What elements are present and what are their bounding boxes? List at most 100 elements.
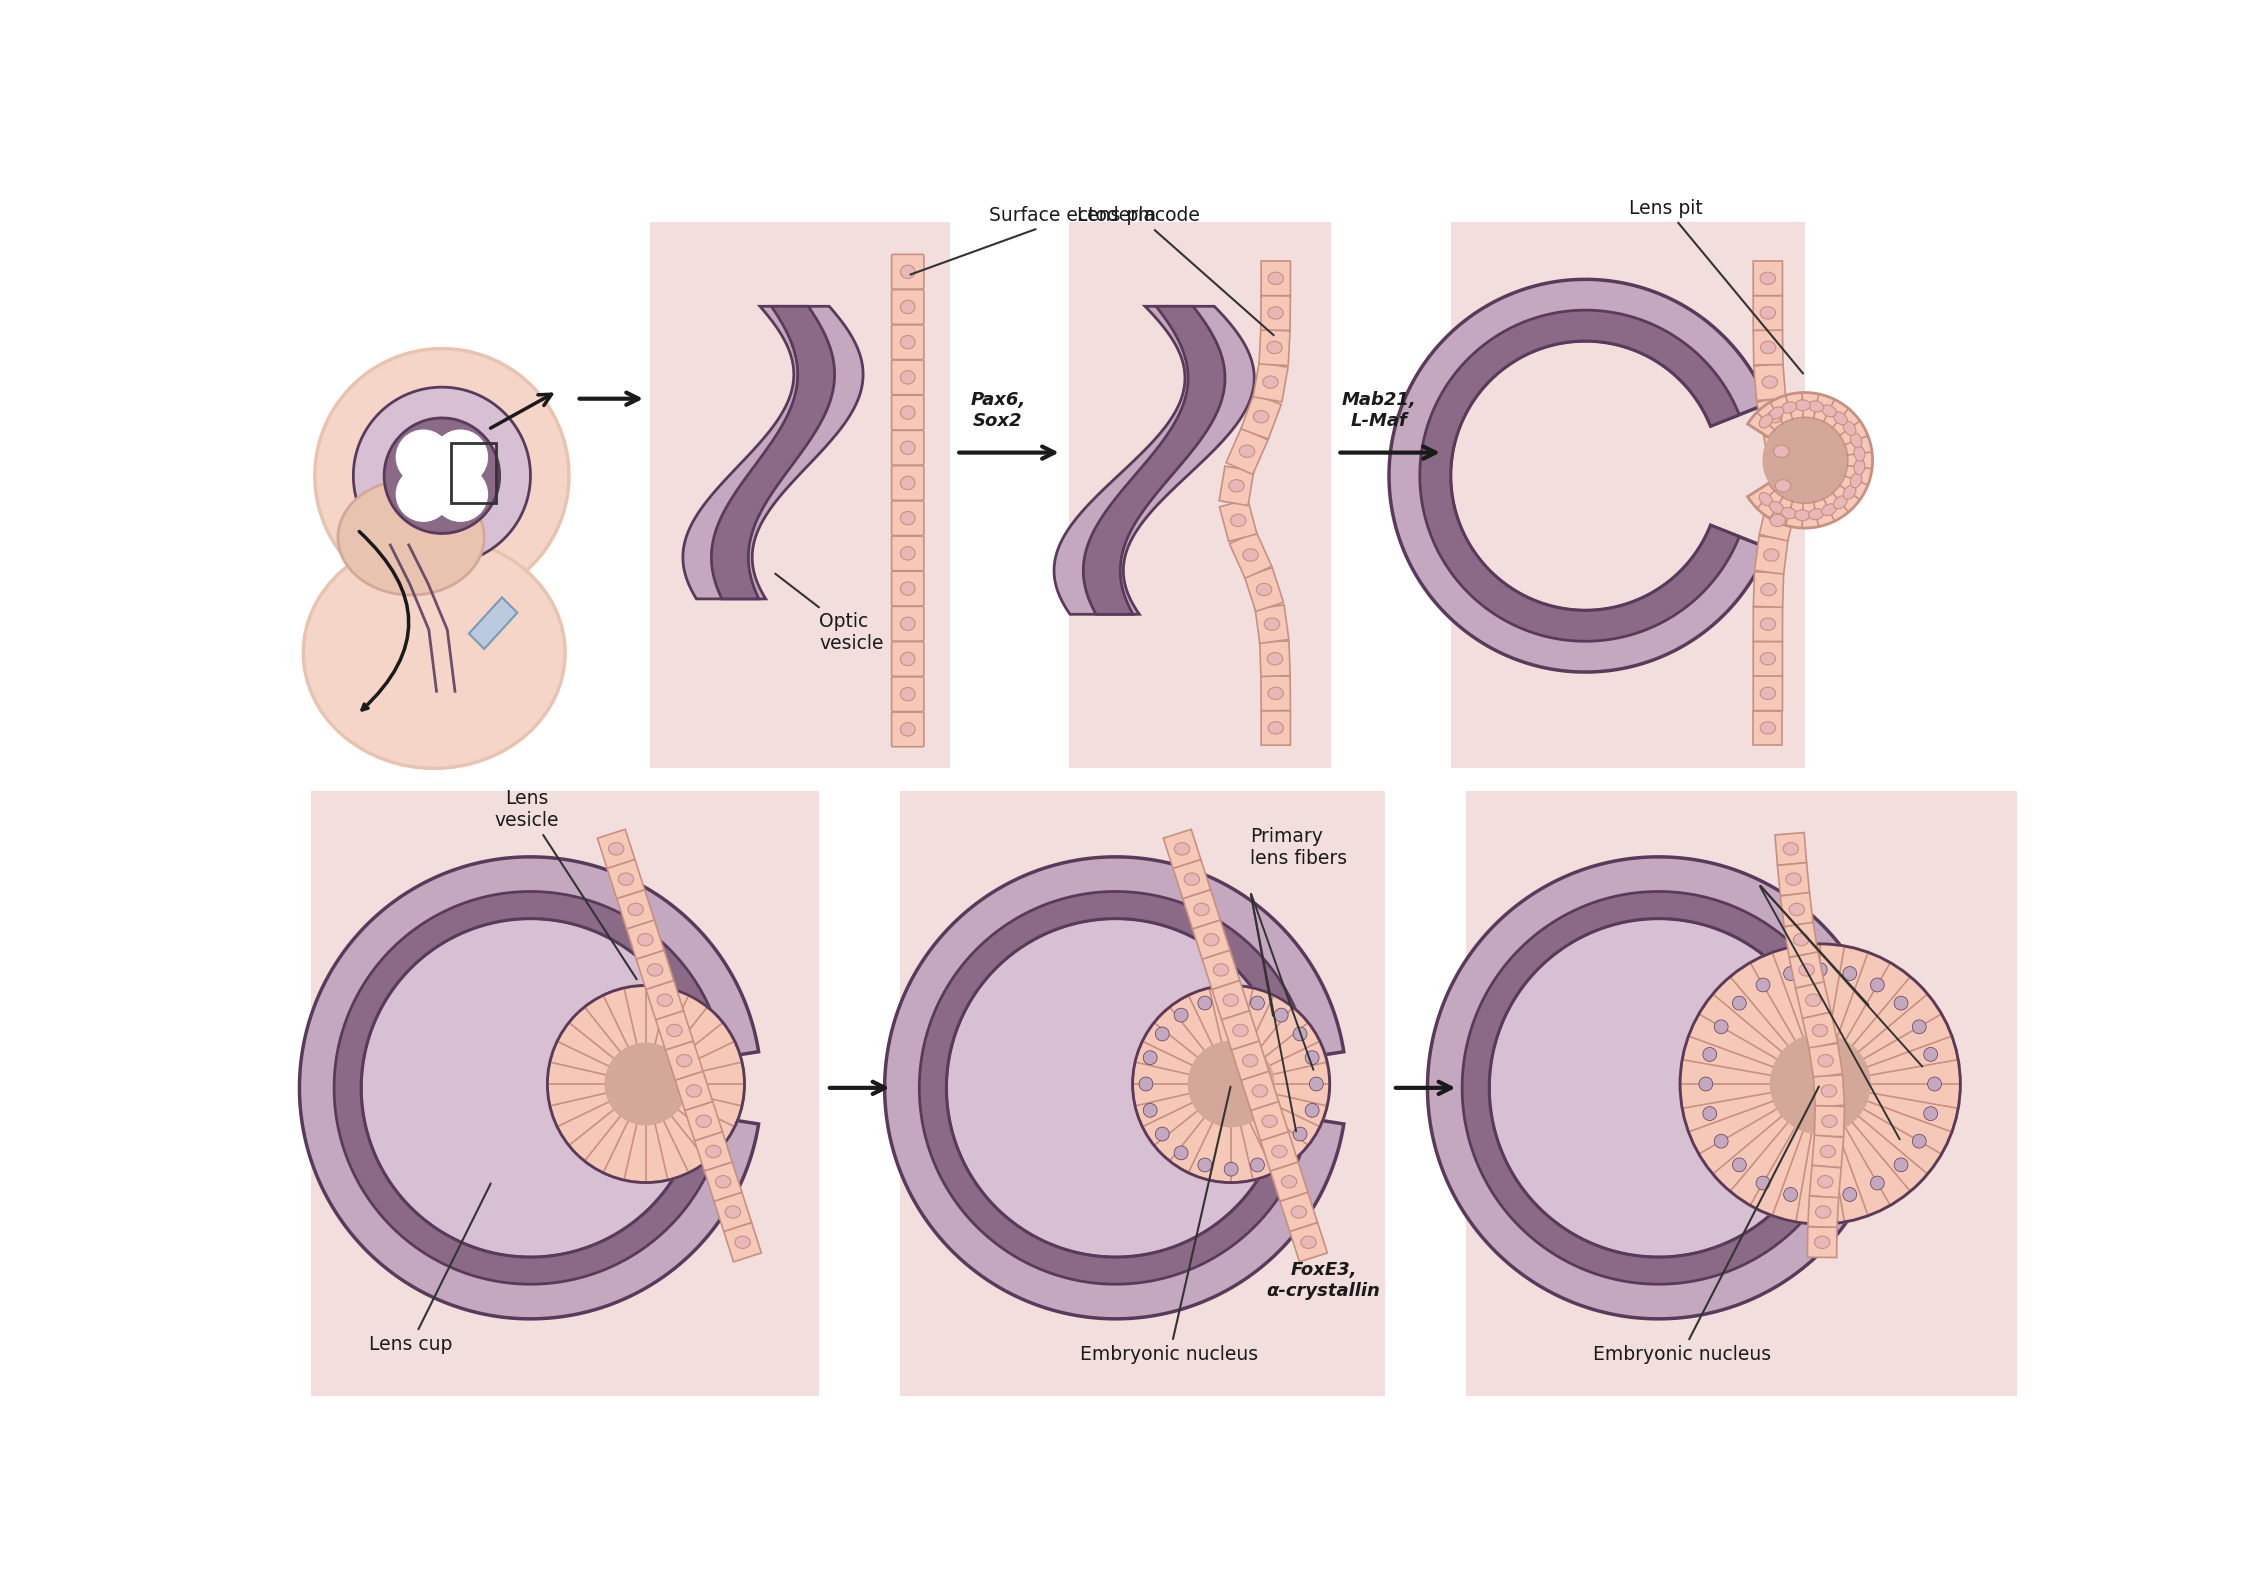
Circle shape bbox=[1188, 1040, 1274, 1127]
Polygon shape bbox=[675, 1072, 714, 1110]
Circle shape bbox=[1703, 1048, 1716, 1062]
Ellipse shape bbox=[1822, 504, 1836, 515]
Polygon shape bbox=[300, 857, 759, 1318]
Polygon shape bbox=[1231, 1041, 1269, 1080]
Circle shape bbox=[1843, 1188, 1856, 1202]
Circle shape bbox=[1894, 1158, 1908, 1172]
Polygon shape bbox=[1809, 1043, 1843, 1078]
Circle shape bbox=[1134, 986, 1330, 1183]
Ellipse shape bbox=[1784, 843, 1797, 855]
Polygon shape bbox=[1192, 921, 1231, 959]
Circle shape bbox=[1174, 1146, 1188, 1159]
Polygon shape bbox=[1788, 952, 1824, 987]
Ellipse shape bbox=[1262, 1115, 1278, 1127]
Polygon shape bbox=[1752, 607, 1782, 641]
Ellipse shape bbox=[1761, 722, 1775, 735]
Ellipse shape bbox=[628, 903, 644, 916]
FancyBboxPatch shape bbox=[892, 359, 924, 394]
Circle shape bbox=[1174, 1008, 1188, 1022]
Ellipse shape bbox=[1822, 405, 1836, 417]
Polygon shape bbox=[1219, 499, 1258, 542]
Polygon shape bbox=[352, 386, 531, 564]
Ellipse shape bbox=[657, 994, 673, 1006]
Polygon shape bbox=[946, 919, 1283, 1258]
Ellipse shape bbox=[1228, 480, 1244, 491]
Ellipse shape bbox=[1793, 933, 1809, 946]
Ellipse shape bbox=[339, 480, 483, 595]
Ellipse shape bbox=[1267, 652, 1283, 665]
FancyBboxPatch shape bbox=[892, 606, 924, 641]
FancyBboxPatch shape bbox=[892, 324, 924, 359]
Ellipse shape bbox=[901, 652, 914, 666]
Ellipse shape bbox=[1854, 460, 1865, 475]
Polygon shape bbox=[1289, 1223, 1328, 1262]
Polygon shape bbox=[885, 857, 1344, 1318]
Polygon shape bbox=[1754, 536, 1788, 574]
Circle shape bbox=[1698, 1076, 1714, 1091]
Circle shape bbox=[1924, 1048, 1937, 1062]
Text: Primary
lens fibers: Primary lens fibers bbox=[1251, 827, 1348, 868]
FancyBboxPatch shape bbox=[892, 254, 924, 289]
Ellipse shape bbox=[1269, 272, 1283, 285]
Polygon shape bbox=[725, 1223, 761, 1262]
Polygon shape bbox=[314, 348, 569, 603]
Circle shape bbox=[434, 429, 488, 485]
Polygon shape bbox=[1084, 307, 1226, 614]
Circle shape bbox=[1714, 1019, 1727, 1034]
FancyBboxPatch shape bbox=[1465, 792, 2016, 1396]
Polygon shape bbox=[1260, 329, 1289, 366]
Polygon shape bbox=[1802, 1013, 1838, 1049]
Circle shape bbox=[395, 429, 452, 485]
Polygon shape bbox=[1183, 890, 1219, 929]
Ellipse shape bbox=[1213, 964, 1228, 976]
Ellipse shape bbox=[1253, 410, 1269, 423]
Ellipse shape bbox=[734, 1235, 750, 1248]
Ellipse shape bbox=[1782, 402, 1797, 413]
Ellipse shape bbox=[1224, 994, 1237, 1006]
Ellipse shape bbox=[1231, 514, 1246, 526]
FancyBboxPatch shape bbox=[650, 221, 951, 768]
Polygon shape bbox=[1389, 280, 1768, 673]
Ellipse shape bbox=[1809, 401, 1824, 412]
Ellipse shape bbox=[1786, 873, 1802, 886]
Ellipse shape bbox=[901, 477, 914, 490]
Ellipse shape bbox=[1233, 1024, 1249, 1037]
FancyBboxPatch shape bbox=[892, 431, 924, 466]
Ellipse shape bbox=[1770, 514, 1786, 526]
Ellipse shape bbox=[1795, 401, 1811, 410]
Circle shape bbox=[1251, 1158, 1264, 1172]
Text: Embryonic nucleus: Embryonic nucleus bbox=[1082, 1086, 1258, 1364]
FancyBboxPatch shape bbox=[892, 712, 924, 747]
Ellipse shape bbox=[1809, 509, 1824, 520]
Polygon shape bbox=[919, 892, 1310, 1285]
Ellipse shape bbox=[1822, 1084, 1836, 1097]
Ellipse shape bbox=[1833, 412, 1847, 425]
Polygon shape bbox=[695, 1132, 732, 1172]
Circle shape bbox=[1294, 1127, 1307, 1142]
Ellipse shape bbox=[1782, 507, 1797, 518]
Ellipse shape bbox=[1815, 1235, 1829, 1248]
Circle shape bbox=[1251, 995, 1264, 1010]
Ellipse shape bbox=[1761, 342, 1775, 353]
Ellipse shape bbox=[1242, 549, 1258, 561]
Ellipse shape bbox=[1253, 1084, 1267, 1097]
Polygon shape bbox=[1813, 1075, 1845, 1107]
Circle shape bbox=[1703, 1107, 1716, 1121]
Ellipse shape bbox=[901, 687, 914, 701]
Circle shape bbox=[1294, 1027, 1307, 1041]
Circle shape bbox=[395, 466, 452, 522]
Polygon shape bbox=[1174, 860, 1210, 898]
Ellipse shape bbox=[1292, 1205, 1307, 1218]
Ellipse shape bbox=[607, 843, 623, 855]
Ellipse shape bbox=[901, 582, 914, 595]
FancyBboxPatch shape bbox=[892, 677, 924, 712]
Ellipse shape bbox=[901, 440, 914, 455]
Ellipse shape bbox=[666, 1024, 682, 1037]
Ellipse shape bbox=[1849, 472, 1863, 488]
Text: Lens cup: Lens cup bbox=[370, 1183, 490, 1353]
Ellipse shape bbox=[1775, 480, 1791, 491]
FancyBboxPatch shape bbox=[892, 466, 924, 501]
Circle shape bbox=[605, 1043, 686, 1126]
FancyBboxPatch shape bbox=[892, 289, 924, 324]
Circle shape bbox=[1156, 1027, 1170, 1041]
